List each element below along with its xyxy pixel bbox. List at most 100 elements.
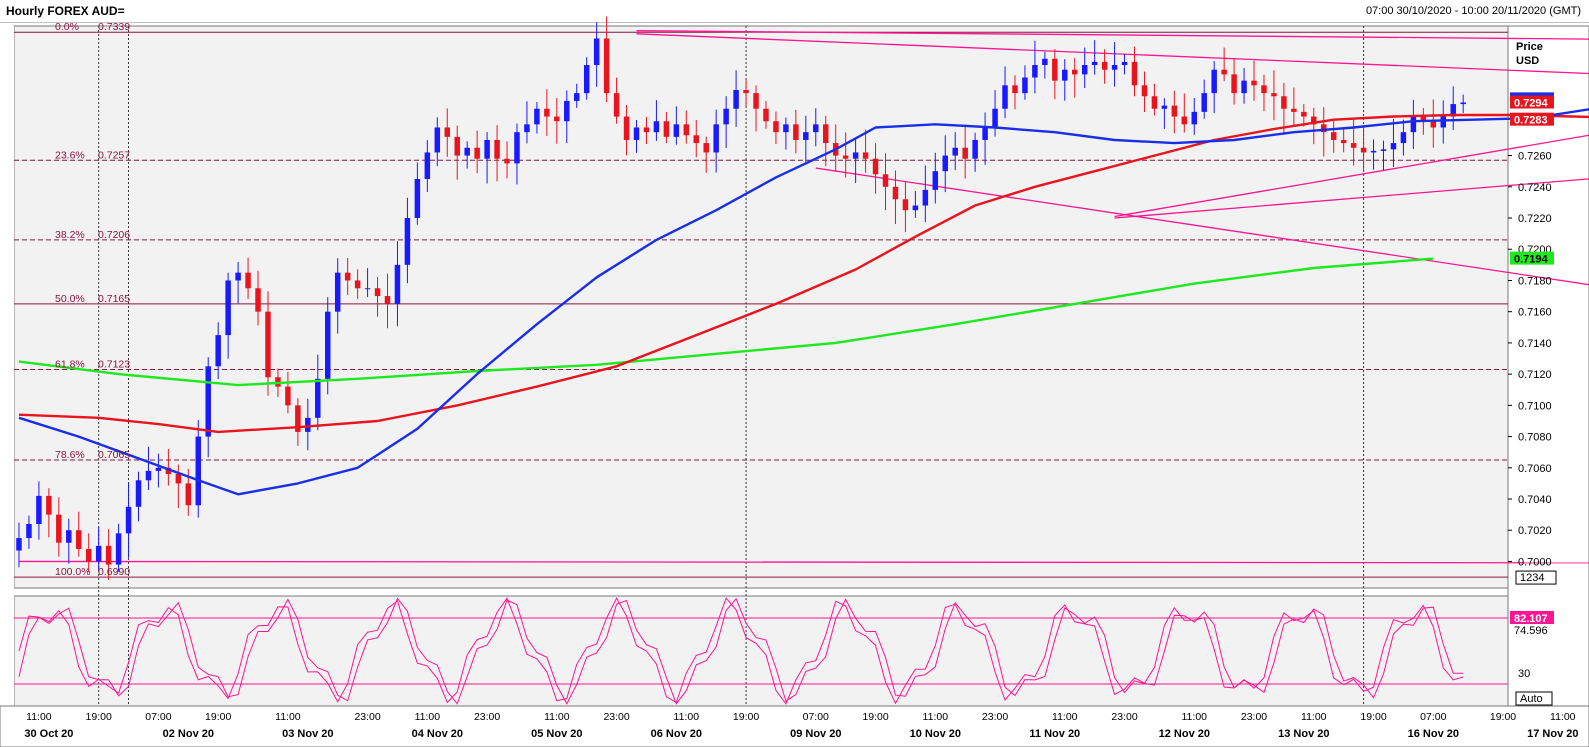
- candle-body: [912, 205, 919, 211]
- candle-body: [484, 139, 490, 159]
- candle-body: [504, 158, 510, 164]
- chart-title: Hourly FOREX AUD=: [6, 4, 125, 18]
- price-tick-label: 0.7100: [1518, 400, 1552, 412]
- candle-body: [544, 108, 550, 117]
- fib-price: 0.7165: [98, 293, 130, 305]
- stoch-k-box: [1510, 611, 1554, 624]
- candle-body: [95, 545, 102, 562]
- ma-long-line: [18, 257, 1434, 387]
- stoch-d-label: 74.596: [1514, 625, 1548, 637]
- candle-body: [852, 152, 859, 159]
- candle-body: [763, 108, 769, 122]
- axis-unit: USD: [1516, 55, 1539, 67]
- scale-button-label: 1234: [1520, 572, 1544, 584]
- candle-body: [235, 272, 241, 281]
- candle-body: [1370, 150, 1377, 153]
- trend-line: [18, 560, 1589, 564]
- candle-body: [434, 127, 441, 153]
- candle-body: [444, 127, 450, 137]
- candle-body: [952, 147, 958, 156]
- left-margin: [0, 26, 14, 706]
- candle-body: [135, 480, 142, 507]
- time-tick-label: 23:00: [1111, 711, 1137, 723]
- candle-body: [823, 124, 829, 144]
- date-label: 05 Nov 20: [531, 728, 582, 740]
- candle-body: [36, 495, 42, 524]
- candle-body: [474, 147, 480, 159]
- price-label-box: [1510, 112, 1554, 126]
- time-tick-label: 23:00: [982, 711, 1008, 723]
- candle-body: [872, 158, 879, 175]
- candle-body: [663, 121, 670, 137]
- candle-body: [1161, 105, 1168, 109]
- price-tick-label: 0.7120: [1518, 369, 1552, 381]
- candle-body: [315, 378, 321, 418]
- price-tick-label: 0.7160: [1518, 307, 1552, 319]
- candle-body: [424, 152, 431, 179]
- time-tick-label: 23:00: [1241, 711, 1267, 723]
- candle-body: [1460, 102, 1466, 105]
- price-tick-label: 0.7020: [1518, 525, 1552, 537]
- candle-body: [593, 38, 600, 66]
- candle-body: [1350, 143, 1357, 148]
- fib-label: 0.0%: [55, 21, 79, 33]
- time-tick-label: 19:00: [205, 711, 231, 723]
- candle-body: [534, 108, 540, 125]
- date-label: 04 Nov 20: [412, 728, 463, 740]
- date-label: 09 Nov 20: [790, 728, 841, 740]
- price-axis-panel: [1507, 25, 1589, 707]
- candle-body: [1340, 139, 1347, 144]
- candle-body: [972, 139, 978, 159]
- candle-body: [115, 533, 122, 565]
- candle-body: [125, 506, 132, 534]
- candle-body: [1211, 69, 1217, 94]
- candle-body: [1072, 69, 1078, 75]
- fib-price: 0.7123: [98, 358, 130, 370]
- candle-body: [255, 288, 261, 312]
- date-label: 11 Nov 20: [1029, 728, 1080, 740]
- candle-body: [185, 483, 192, 506]
- candle-body: [265, 311, 271, 378]
- candle-body: [793, 124, 799, 140]
- candle-body: [215, 335, 221, 367]
- time-tick-label: 23:00: [474, 711, 500, 723]
- candle-body: [902, 199, 909, 211]
- candle-body: [1181, 116, 1188, 125]
- trend-line: [1114, 178, 1589, 219]
- candle-body: [773, 121, 779, 133]
- candle-body: [743, 90, 749, 94]
- candle-body: [245, 272, 251, 289]
- date-label: 02 Nov 20: [163, 728, 214, 740]
- candle-body: [942, 155, 948, 172]
- candle-body: [613, 93, 620, 117]
- candle-body: [145, 470, 152, 481]
- candle-body: [1301, 111, 1307, 117]
- candle-body: [1032, 65, 1038, 78]
- candle-body: [1231, 74, 1237, 94]
- candle-body: [76, 530, 82, 549]
- time-tick-label: 07:00: [1420, 711, 1446, 723]
- time-tick-label: 23:00: [354, 711, 380, 723]
- candle-body: [932, 171, 939, 190]
- candle-body: [783, 124, 789, 133]
- candle-body: [633, 127, 640, 140]
- time-tick-label: 19:00: [1360, 711, 1386, 723]
- candle-body: [1141, 85, 1148, 97]
- candle-body: [1450, 104, 1456, 117]
- candle-body: [414, 178, 421, 219]
- candle-body: [703, 143, 709, 153]
- price-tick-label: 0.7040: [1518, 494, 1552, 506]
- candle-body: [753, 93, 759, 109]
- candle-body: [344, 272, 351, 281]
- candle-body: [623, 116, 630, 140]
- candle-body: [1330, 132, 1337, 140]
- candle-body: [1081, 65, 1088, 75]
- time-tick-label: 11:00: [674, 711, 700, 723]
- price-panel: [13, 25, 1509, 589]
- time-tick-label: 11:00: [1052, 711, 1078, 723]
- candle-body: [56, 514, 62, 543]
- time-tick-label: 19:00: [86, 711, 112, 723]
- candle-body: [325, 311, 331, 379]
- fib-label: 23.6%: [55, 149, 85, 161]
